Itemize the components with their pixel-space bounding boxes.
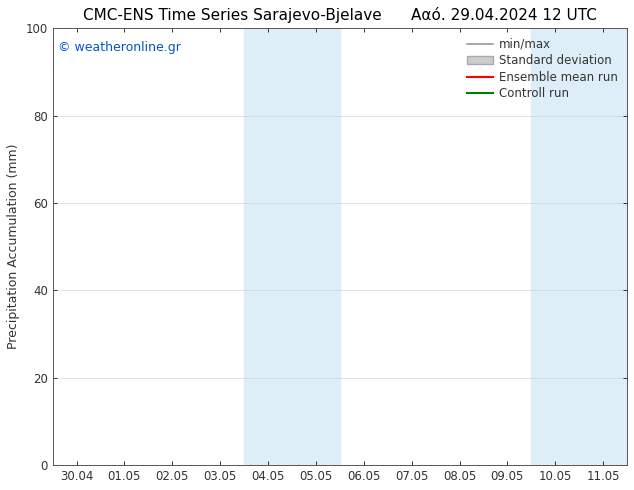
Bar [531,28,579,465]
Bar [244,28,292,465]
Bar [579,28,627,465]
Title: CMC-ENS Time Series Sarajevo-Bjelave      Ααό. 29.04.2024 12 UTC: CMC-ENS Time Series Sarajevo-Bjelave Ααό… [83,7,597,23]
Text: © weatheronline.gr: © weatheronline.gr [58,41,181,54]
Y-axis label: Precipitation Accumulation (mm): Precipitation Accumulation (mm) [7,144,20,349]
Legend: min/max, Standard deviation, Ensemble mean run, Controll run: min/max, Standard deviation, Ensemble me… [463,34,621,104]
Bar [292,28,340,465]
